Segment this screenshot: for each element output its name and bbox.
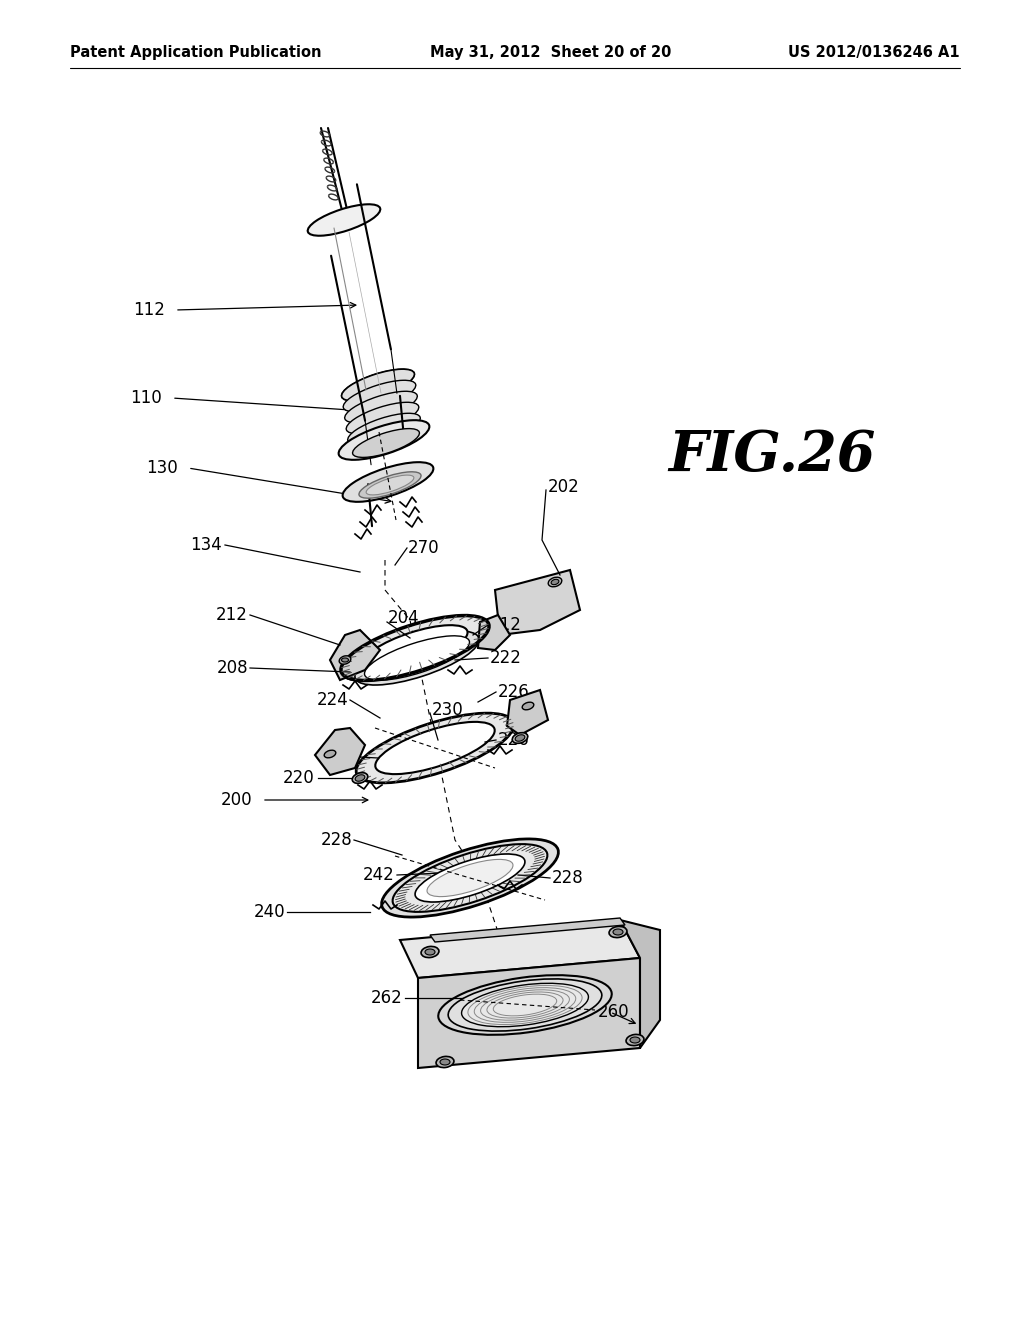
Ellipse shape bbox=[522, 702, 534, 710]
Text: 200: 200 bbox=[220, 791, 252, 809]
Text: 228: 228 bbox=[321, 832, 352, 849]
Text: 130: 130 bbox=[146, 459, 178, 477]
Text: 208: 208 bbox=[216, 659, 248, 677]
Text: 224: 224 bbox=[316, 690, 348, 709]
Ellipse shape bbox=[343, 380, 416, 412]
Polygon shape bbox=[495, 570, 580, 635]
Polygon shape bbox=[430, 917, 625, 942]
Ellipse shape bbox=[440, 1059, 450, 1065]
Ellipse shape bbox=[415, 854, 525, 902]
Ellipse shape bbox=[515, 735, 525, 742]
Text: 212: 212 bbox=[216, 606, 248, 624]
Ellipse shape bbox=[367, 475, 414, 495]
Text: Patent Application Publication: Patent Application Publication bbox=[70, 45, 322, 59]
Ellipse shape bbox=[325, 750, 336, 758]
Text: 228: 228 bbox=[552, 869, 584, 887]
Text: 270: 270 bbox=[408, 539, 439, 557]
Text: FIG.26: FIG.26 bbox=[668, 428, 876, 483]
Text: 260: 260 bbox=[598, 1003, 630, 1020]
Ellipse shape bbox=[343, 462, 433, 502]
Ellipse shape bbox=[345, 391, 418, 422]
Text: 262: 262 bbox=[372, 989, 403, 1007]
Text: 222: 222 bbox=[490, 649, 522, 667]
Text: May 31, 2012  Sheet 20 of 20: May 31, 2012 Sheet 20 of 20 bbox=[430, 45, 672, 59]
Polygon shape bbox=[620, 920, 660, 1048]
Ellipse shape bbox=[427, 859, 513, 896]
Text: 212: 212 bbox=[490, 616, 522, 634]
Ellipse shape bbox=[352, 772, 368, 783]
Polygon shape bbox=[330, 630, 380, 680]
Polygon shape bbox=[400, 920, 640, 978]
Polygon shape bbox=[507, 690, 548, 735]
Text: 240: 240 bbox=[253, 903, 285, 921]
Ellipse shape bbox=[512, 733, 527, 743]
Ellipse shape bbox=[362, 626, 468, 671]
Text: US 2012/0136246 A1: US 2012/0136246 A1 bbox=[788, 45, 961, 59]
Text: 134: 134 bbox=[190, 536, 222, 554]
Text: 226: 226 bbox=[498, 731, 529, 748]
Text: 202: 202 bbox=[548, 478, 580, 496]
Polygon shape bbox=[418, 958, 640, 1068]
Ellipse shape bbox=[352, 429, 420, 458]
Ellipse shape bbox=[359, 471, 421, 498]
Ellipse shape bbox=[339, 420, 429, 459]
Ellipse shape bbox=[375, 722, 495, 774]
Ellipse shape bbox=[346, 403, 419, 434]
Text: 220: 220 bbox=[284, 770, 315, 787]
Ellipse shape bbox=[341, 615, 489, 680]
Ellipse shape bbox=[421, 946, 439, 957]
Ellipse shape bbox=[425, 949, 435, 954]
Ellipse shape bbox=[339, 656, 351, 664]
Ellipse shape bbox=[355, 631, 479, 685]
Ellipse shape bbox=[462, 983, 589, 1027]
Ellipse shape bbox=[382, 840, 558, 917]
Ellipse shape bbox=[342, 370, 415, 401]
Ellipse shape bbox=[348, 413, 420, 445]
Ellipse shape bbox=[630, 1038, 640, 1043]
Text: 226: 226 bbox=[498, 682, 529, 701]
Ellipse shape bbox=[626, 1035, 644, 1045]
Ellipse shape bbox=[551, 579, 559, 585]
Text: 224: 224 bbox=[327, 748, 358, 766]
Ellipse shape bbox=[356, 713, 514, 783]
Ellipse shape bbox=[438, 975, 611, 1035]
Text: 112: 112 bbox=[133, 301, 165, 319]
Ellipse shape bbox=[365, 636, 470, 680]
Text: 242: 242 bbox=[364, 866, 395, 884]
Ellipse shape bbox=[613, 929, 623, 935]
Text: 110: 110 bbox=[130, 389, 162, 407]
Ellipse shape bbox=[609, 927, 627, 937]
Polygon shape bbox=[315, 729, 365, 775]
Text: 204: 204 bbox=[388, 609, 420, 627]
Ellipse shape bbox=[449, 979, 602, 1031]
Text: 230: 230 bbox=[432, 701, 464, 719]
Ellipse shape bbox=[341, 657, 348, 663]
Ellipse shape bbox=[355, 775, 365, 781]
Ellipse shape bbox=[392, 843, 548, 912]
Ellipse shape bbox=[307, 205, 380, 236]
Ellipse shape bbox=[436, 1056, 454, 1068]
Polygon shape bbox=[478, 615, 510, 649]
Ellipse shape bbox=[342, 370, 415, 401]
Ellipse shape bbox=[548, 577, 562, 587]
